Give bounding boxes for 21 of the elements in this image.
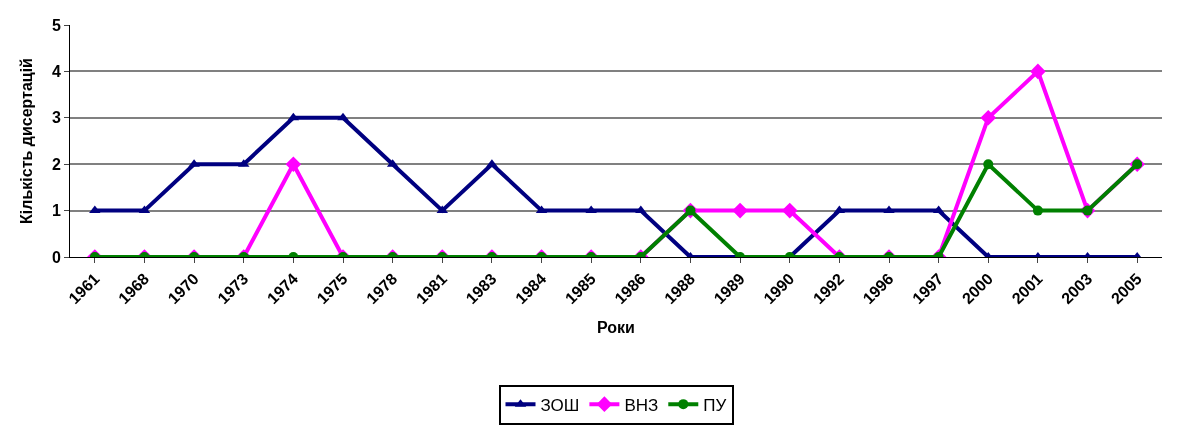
- y-tick-label: 4: [51, 63, 61, 80]
- y-tick-label: 0: [51, 248, 61, 266]
- point: [285, 156, 302, 172]
- point: [781, 202, 798, 219]
- point: [883, 205, 895, 214]
- y-tick-label: 3: [51, 109, 61, 127]
- legend-label: ВНЗ: [624, 395, 659, 415]
- y-tick-label: 1: [51, 202, 61, 220]
- point: [1032, 205, 1043, 216]
- legend-label: ЗОШ: [540, 395, 580, 415]
- point: [635, 205, 647, 214]
- x-axis-title: Роки: [597, 318, 635, 336]
- y-axis-title: Кількість дисертацій: [17, 58, 35, 224]
- y-tick-label: 2: [51, 155, 61, 173]
- point: [983, 159, 994, 170]
- point: [980, 110, 997, 126]
- y-tick-label: 5: [51, 16, 61, 34]
- point: [585, 205, 597, 214]
- point: [732, 202, 748, 219]
- legend-label: ПУ: [703, 395, 727, 415]
- point: [89, 205, 101, 214]
